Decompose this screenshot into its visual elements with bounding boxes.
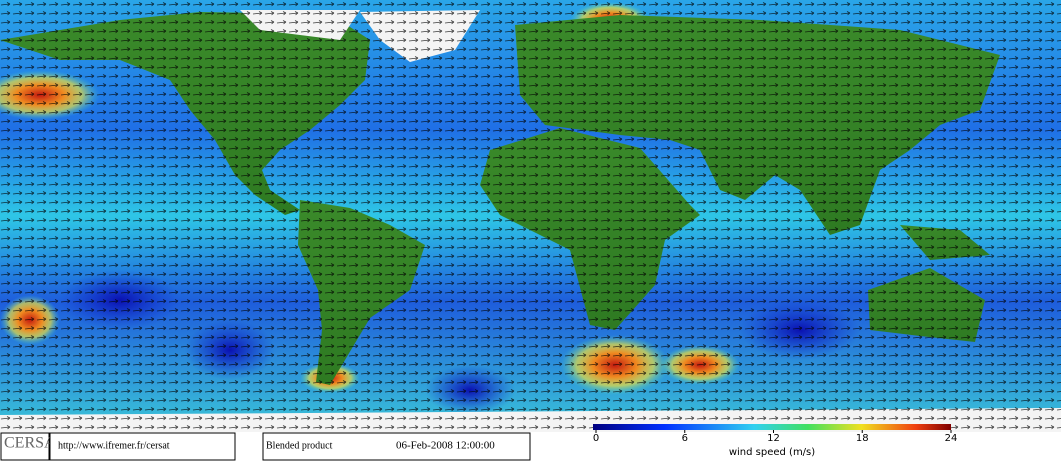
colorbar-label: wind speed (m/s) [729,447,815,458]
url-box [49,432,236,461]
product: Blended product [266,440,333,451]
product-box [262,432,531,461]
logo-box [0,432,50,461]
date: 06-Feb-2008 12:00:00 [396,440,495,452]
colorbar-ticks: 0 6 12 18 24 [593,430,958,444]
colorbar-tick-label: 24 [945,433,958,444]
wind-arrows [0,0,1061,432]
colorbar-tick-label: 6 [682,433,688,444]
colorbar-tick-label: 18 [856,433,869,444]
url: http://www.ifremer.fr/cersat [58,440,170,451]
logo: CERSAT [4,435,64,452]
colorbar-tick-label: 0 [593,433,599,444]
colorbar [593,424,951,430]
colorbar-tick-label: 12 [767,433,780,444]
